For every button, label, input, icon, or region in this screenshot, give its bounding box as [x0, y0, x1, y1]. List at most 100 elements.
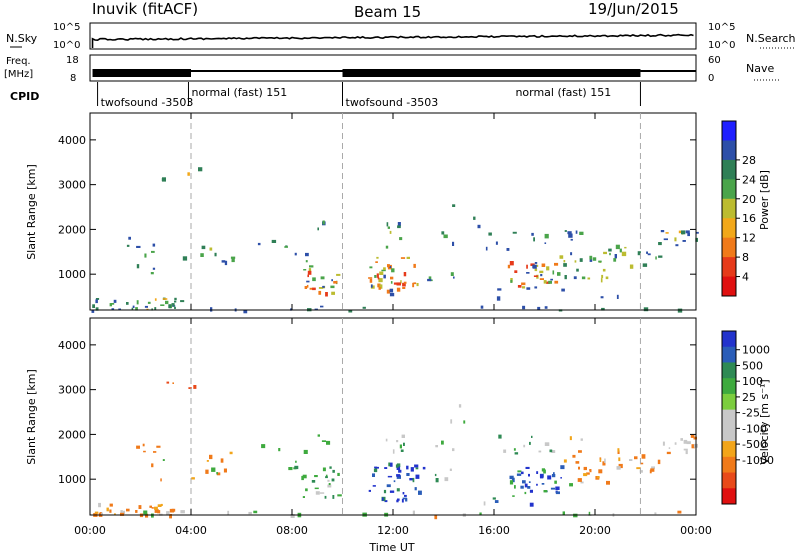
heatmap-cell [552, 270, 555, 275]
heatmap-cell [91, 309, 95, 313]
heatmap-cell [540, 274, 543, 277]
heatmap-cell [257, 242, 261, 246]
heatmap-cell [636, 467, 641, 470]
heatmap-cell [377, 283, 381, 288]
heatmap-cell [598, 260, 602, 263]
heatmap-cell [533, 237, 535, 242]
colorbar-tick-label: 4 [742, 271, 749, 284]
heatmap-cell [522, 286, 526, 289]
heatmap-cell [379, 284, 383, 289]
heatmap-cell [658, 255, 663, 258]
heatmap-cell [156, 445, 161, 448]
heatmap-cell [643, 307, 649, 312]
heatmap-cell [295, 460, 297, 463]
colorbar-frame [721, 120, 737, 297]
heatmap-cell [550, 278, 553, 281]
heatmap-cell [550, 487, 556, 490]
heatmap-cell [485, 246, 488, 251]
heatmap-cell [330, 285, 335, 289]
noise-panel: N.Sky 10^5 10^0 10^5 10^0 N.Search [6, 22, 796, 51]
heatmap-cell [615, 244, 620, 250]
heatmap-cell [546, 281, 551, 284]
heatmap-cell [551, 474, 556, 478]
heatmap-cell [650, 468, 655, 472]
heatmap-cell [393, 282, 397, 285]
heatmap-cell [154, 307, 157, 311]
power-panel: 1000 2000 3000 4000 Slant Range [km] 4 8 12 16… [25, 112, 771, 314]
heatmap-cell [384, 500, 388, 503]
heatmap-cell [521, 282, 526, 286]
heatmap-cell [303, 269, 307, 271]
x-tick-label: 12:00 [377, 524, 409, 537]
heatmap-cell [143, 450, 146, 453]
heatmap-cell [396, 474, 401, 477]
heatmap-cell [98, 502, 101, 508]
heatmap-cell [528, 473, 530, 477]
heatmap-cell [634, 456, 638, 460]
freq-bar-twofsound-1 [92, 69, 191, 77]
colorbar-swatch [722, 179, 736, 200]
colorbar-swatch [722, 198, 736, 219]
heatmap-cell [381, 269, 386, 272]
heatmap-cell [311, 480, 316, 483]
heatmap-cell [658, 242, 662, 246]
heatmap-cell [517, 470, 522, 473]
heatmap-cell [224, 260, 228, 266]
mode-change-lines [190, 113, 641, 515]
power-colorbar: 4 8 12 16 20 24 28 [721, 120, 756, 297]
heatmap-cell [517, 285, 522, 288]
heatmap-cell [271, 239, 277, 243]
colorbar-swatch [722, 456, 736, 474]
heatmap-cell [160, 478, 162, 482]
heatmap-cell [332, 495, 335, 499]
colorbar-swatch [722, 276, 736, 297]
heatmap-cell [608, 248, 612, 252]
heatmap-cell [131, 307, 134, 310]
heatmap-cell [319, 492, 325, 494]
heatmap-cell [696, 231, 699, 234]
heatmap-cell [613, 258, 617, 262]
heatmap-cell [101, 512, 103, 515]
colorbar-tick-label: 100 [742, 375, 763, 388]
heatmap-cell [473, 216, 476, 220]
heatmap-cell [583, 466, 587, 471]
colorbar-swatch [722, 331, 736, 348]
heatmap-cell [580, 481, 584, 484]
heatmap-cell [386, 222, 389, 227]
heatmap-cell [609, 252, 611, 256]
heatmap-cell [511, 477, 515, 483]
heatmap-cell [477, 224, 481, 229]
heatmap-cell [596, 476, 600, 479]
colorbar-swatch [722, 140, 736, 161]
station-title: Inuvik (fitACF) [92, 0, 198, 18]
heatmap-cell [539, 278, 544, 280]
heatmap-cell [109, 303, 112, 307]
heatmap-cell [538, 450, 542, 453]
freq-bar-twofsound-2 [342, 69, 641, 77]
heatmap-cell [572, 454, 576, 458]
heatmap-cell [534, 262, 538, 264]
heatmap-cell [378, 278, 383, 283]
heatmap-cell [384, 467, 388, 469]
heatmap-cell [387, 264, 390, 268]
heatmap-cell [409, 478, 414, 481]
heatmap-cell [514, 485, 516, 489]
heatmap-cell [136, 264, 140, 269]
heatmap-cell [312, 277, 316, 282]
colorbar-swatch [722, 257, 736, 278]
heatmap-cell [415, 467, 419, 470]
heatmap-cell [385, 438, 388, 442]
heatmap-cell [120, 510, 123, 514]
cpid-segment-label: twofsound -3503 [346, 96, 439, 109]
heatmap-cell [529, 489, 533, 493]
heatmap-cell [303, 449, 308, 454]
heatmap-cell [389, 288, 394, 293]
heatmap-cell [605, 276, 609, 280]
velocity-panel: 1000 2000 3000 4000 Slant Range [km] 1000 50… [25, 317, 774, 520]
heatmap-cell [278, 448, 281, 452]
heatmap-cell [386, 484, 391, 488]
heatmap-cell [138, 505, 142, 509]
heatmap-cell [397, 222, 401, 227]
heatmap-cell [368, 277, 373, 279]
